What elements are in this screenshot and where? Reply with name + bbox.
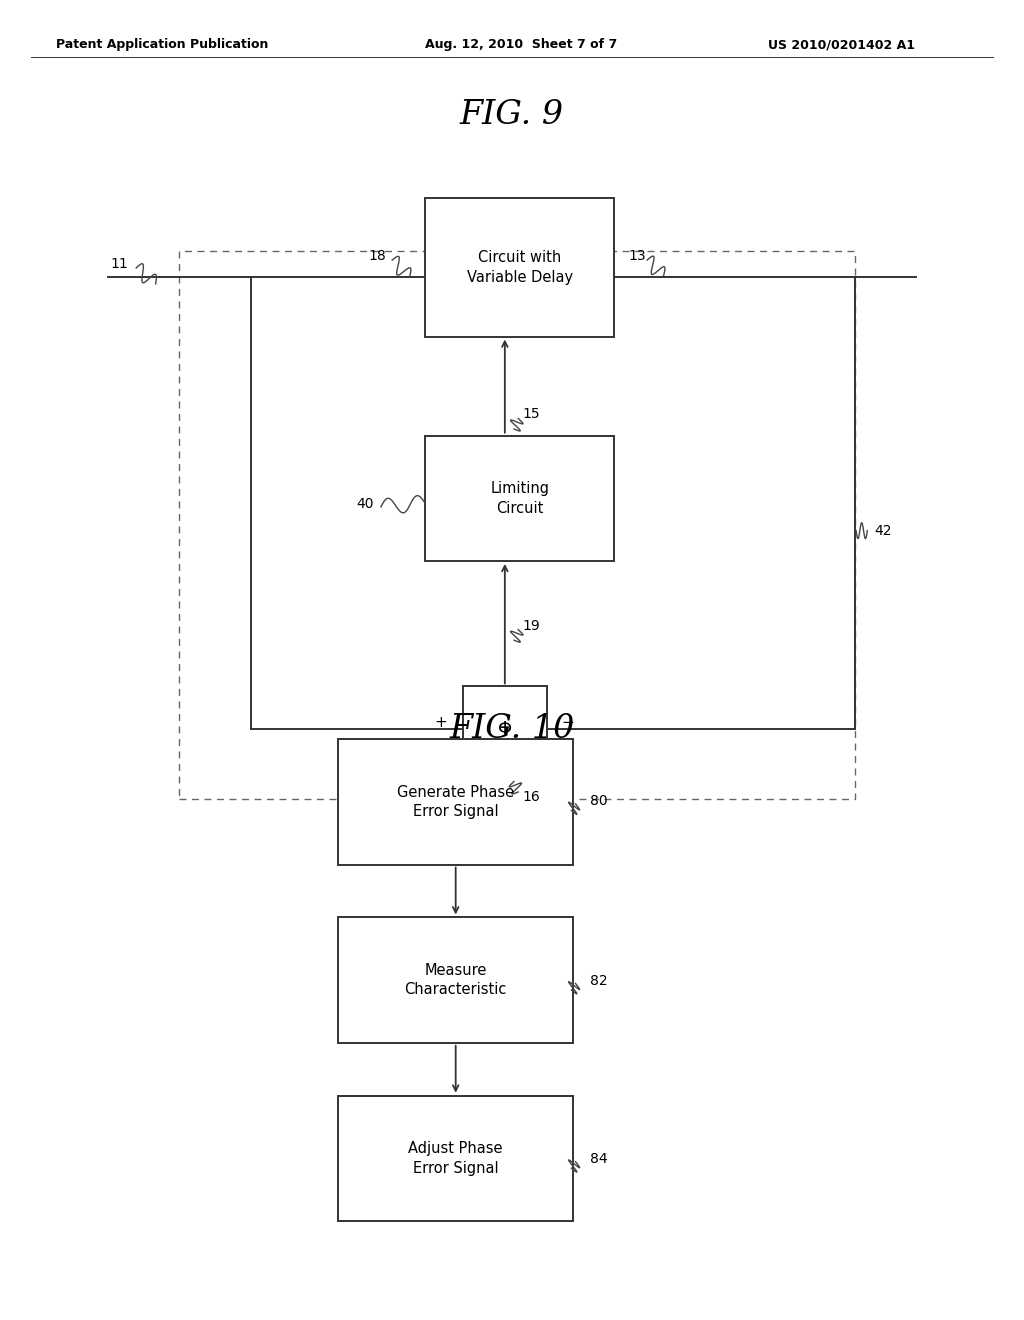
Text: Generate Phase
Error Signal: Generate Phase Error Signal [397,784,514,820]
FancyBboxPatch shape [463,686,547,772]
Text: Aug. 12, 2010  Sheet 7 of 7: Aug. 12, 2010 Sheet 7 of 7 [425,38,617,51]
Text: 42: 42 [874,524,892,537]
FancyBboxPatch shape [338,917,573,1043]
Text: −: − [561,715,573,730]
FancyBboxPatch shape [425,436,614,561]
Text: Adjust Phase
Error Signal: Adjust Phase Error Signal [409,1140,503,1176]
Text: 80: 80 [590,795,607,808]
FancyBboxPatch shape [338,1096,573,1221]
Text: +: + [434,715,446,730]
Text: 11: 11 [111,257,128,271]
Text: US 2010/0201402 A1: US 2010/0201402 A1 [768,38,915,51]
Text: 15: 15 [522,408,540,421]
Text: Patent Application Publication: Patent Application Publication [56,38,268,51]
Text: 84: 84 [590,1152,607,1166]
Text: Circuit with
Variable Delay: Circuit with Variable Delay [467,249,572,285]
Text: 16: 16 [522,791,540,804]
Text: Measure
Characteristic: Measure Characteristic [404,962,507,998]
Text: 82: 82 [590,974,607,987]
Text: 40: 40 [356,498,374,511]
FancyBboxPatch shape [338,739,573,865]
Text: 19: 19 [522,619,540,632]
Text: FIG. 10: FIG. 10 [450,713,574,744]
Text: FIG. 9: FIG. 9 [460,99,564,131]
Text: 18: 18 [369,249,386,263]
Text: Limiting
Circuit: Limiting Circuit [490,480,549,516]
Text: 13: 13 [629,249,646,263]
FancyBboxPatch shape [425,198,614,337]
Text: Φ: Φ [498,721,512,738]
